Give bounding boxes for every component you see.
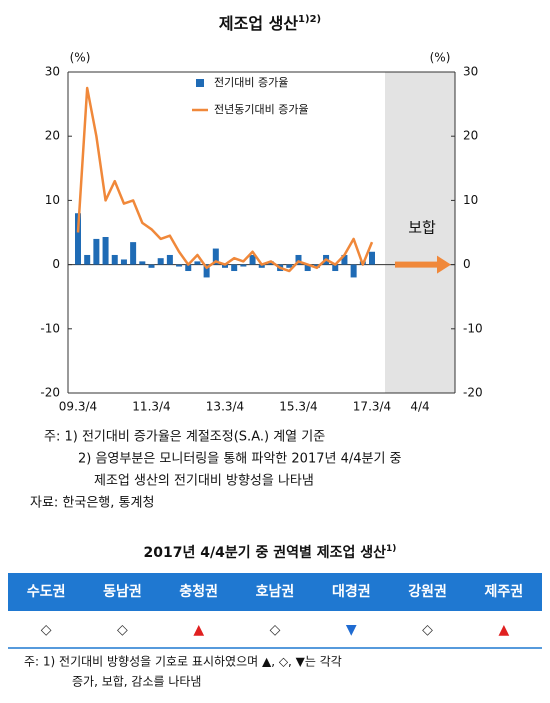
bar <box>176 264 183 267</box>
bar <box>267 261 274 265</box>
bar <box>332 264 339 272</box>
bar <box>194 261 201 265</box>
table: 수도권 ◇ 동남권 ◇ 충청권 ▲ 호남권 ◇ 대경권 ▼ 강원권 ◇ 제주권 ▲ 주: 1) 전기대비 방… <box>8 573 542 689</box>
bar <box>341 254 348 265</box>
y-unit: (%) <box>70 51 91 65</box>
table-cell: ◇ <box>41 622 52 638</box>
y2-tick-label: 0 <box>463 257 471 271</box>
table-header-cell: 동남권 <box>103 583 142 600</box>
bar <box>222 264 228 268</box>
table-header-cell: 강원권 <box>408 583 447 600</box>
bar <box>75 213 81 265</box>
bar <box>84 254 91 265</box>
chart-title: 제조업 생산1)2) <box>219 14 321 33</box>
y2-tick-label: 20 <box>463 129 478 143</box>
plot: -20 -10 0 10 20 30 -20 -10 0 10 20 30 09.3/4 11.3/4 13… <box>40 65 482 414</box>
y-tick-label: 20 <box>45 129 60 143</box>
chart-title-sup: 1)2) <box>298 14 321 25</box>
shaded-region <box>385 72 455 393</box>
table-cell: ▲ <box>498 622 509 638</box>
y2-tick-label: -10 <box>463 321 483 335</box>
y2-unit: (%) <box>430 51 451 65</box>
table-cell: ◇ <box>422 622 433 638</box>
notes: 주: 1) 전기대비 증가율은 계절조정(S.A.) 계열 기준 2) 음영부분은… <box>30 430 402 511</box>
table-cell: ◇ <box>270 622 281 638</box>
x-tick-label: 17.3/4 <box>353 400 391 414</box>
table-title: 2017년 4/4분기 중 권역별 제조업 생산1) <box>144 544 397 562</box>
bar <box>148 264 155 268</box>
y2-tick-label: -20 <box>463 386 483 400</box>
y-tick-label: -20 <box>40 386 60 400</box>
bar <box>102 236 109 265</box>
table-title-text: 2017년 4/4분기 중 권역별 제조업 생산 <box>144 544 387 561</box>
y-tick-label: 0 <box>52 257 60 271</box>
chart-title-text: 제조업 생산 <box>219 14 298 33</box>
table-header-cell: 충청권 <box>179 584 218 600</box>
table-header-cell: 수도권 <box>27 584 66 600</box>
table-header-cell: 제주권 <box>485 584 524 600</box>
table-cell: ▲ <box>193 622 204 638</box>
table-cell: ▼ <box>346 622 357 638</box>
note-line: 자료: 한국은행, 통계청 <box>30 495 154 511</box>
x-tick-label: 13.3/4 <box>206 400 244 414</box>
bar <box>203 264 210 278</box>
bar <box>258 264 265 268</box>
line <box>76 86 374 273</box>
table-footnote: 증가, 보합, 감소를 나타냄 <box>72 675 201 689</box>
bar <box>249 254 256 265</box>
bar <box>130 242 137 265</box>
table-header-cell: 대경권 <box>332 583 371 600</box>
bar <box>139 261 146 265</box>
x-tick-label: 4/4 <box>410 400 429 414</box>
bar <box>120 259 127 265</box>
legend-label: 전년동기대비 증가율 <box>214 103 309 116</box>
note-line: 2) 음영부분은 모니터링을 통해 파악한 2017년 4/4분기 중 <box>78 452 402 467</box>
legend-label: 전기대비 증가율 <box>214 76 288 89</box>
arrow-head <box>437 255 451 274</box>
table-cell: ◇ <box>117 622 128 638</box>
bar <box>212 248 219 265</box>
bar <box>93 238 100 265</box>
x-tick-label: 15.3/4 <box>279 400 317 414</box>
table-footnote: 주: 1) 전기대비 방향성을 기호로 표시하였으며 ▲, ◇, ▼는 각각 <box>24 655 342 669</box>
annotation: 보합 <box>408 219 436 237</box>
y-tick-label: 30 <box>45 65 60 79</box>
bar <box>166 254 173 265</box>
bar <box>295 254 302 265</box>
note-line: 주: 1) 전기대비 증가율은 계절조정(S.A.) 계열 기준 <box>44 430 325 445</box>
note-line: 제조업 생산의 전기대비 방향성을 나타냄 <box>94 474 314 489</box>
bar <box>185 264 192 272</box>
bar <box>369 251 375 265</box>
bar <box>304 264 311 272</box>
arrow-body <box>395 261 437 268</box>
x-tick-label: 11.3/4 <box>132 400 170 414</box>
y-tick-label: -10 <box>40 321 60 335</box>
y-tick-label: 10 <box>45 193 60 207</box>
y2-tick-label: 30 <box>463 65 478 79</box>
bar <box>286 264 293 268</box>
bar <box>350 264 357 278</box>
table-header-bg <box>8 573 542 611</box>
table-header-cell: 호남권 <box>256 583 295 600</box>
bar <box>157 258 164 265</box>
legend-swatch <box>196 79 204 87</box>
y2-tick-label: 10 <box>463 193 478 207</box>
bar <box>111 254 118 265</box>
bar <box>240 264 247 267</box>
table-title-sup: 1) <box>386 544 396 554</box>
bar <box>231 264 238 272</box>
x-tick-label: 09.3/4 <box>59 400 97 414</box>
